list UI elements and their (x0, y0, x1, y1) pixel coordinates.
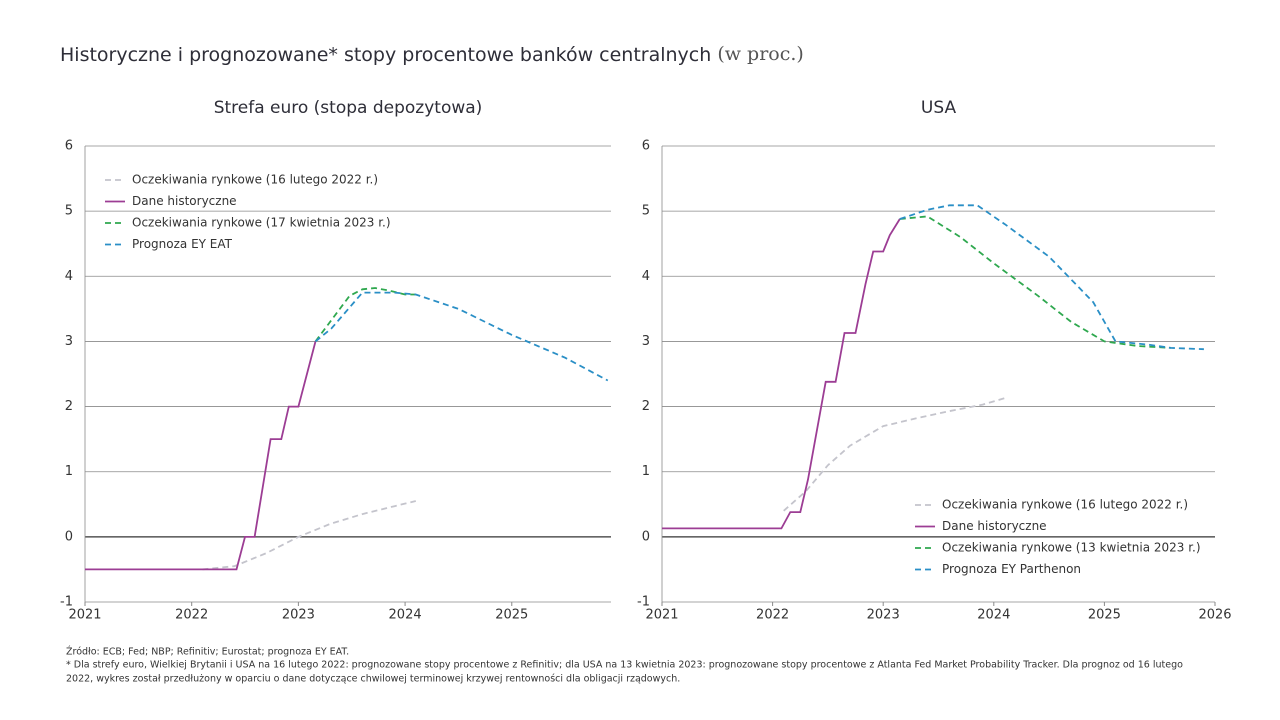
y-tick-label: 1 (65, 464, 73, 479)
panel-title: Strefa euro (stopa depozytowa) (214, 98, 483, 118)
page-title: Historyczne i prognozowane* stopy procen… (60, 43, 804, 66)
footnote-line: 2022, wykres został przedłużony w oparci… (66, 674, 680, 685)
x-tick-label: 2022 (756, 608, 789, 623)
x-tick-label: 2024 (389, 608, 422, 623)
legend-label: Dane historyczne (132, 194, 237, 208)
series-line (314, 287, 416, 342)
y-tick-label: -1 (60, 595, 73, 610)
panel-title: USA (921, 98, 957, 118)
legend-label: Oczekiwania rynkowe (16 lutego 2022 r.) (132, 173, 378, 187)
y-tick-label: 0 (642, 529, 650, 544)
y-tick-label: 3 (65, 334, 73, 349)
series-line (202, 500, 417, 571)
x-tick-label: 2025 (1088, 608, 1121, 623)
y-tick-label: 2 (642, 399, 650, 414)
x-tick-label: 2021 (68, 608, 101, 623)
x-tick-label: 2023 (282, 608, 315, 623)
source: Źródło: ECB; Fed; NBP; Refinitiv; Eurost… (66, 646, 349, 658)
legend-label: Prognoza EY EAT (132, 237, 233, 251)
legend-label: Dane historyczne (942, 519, 1047, 533)
legend-label: Oczekiwania rynkowe (17 kwietnia 2023 r.… (132, 216, 391, 230)
y-tick-label: 4 (642, 269, 650, 284)
y-tick-label: 4 (65, 269, 73, 284)
y-tick-label: 5 (65, 204, 73, 219)
footnote-line: * Dla strefy euro, Wielkiej Brytanii i U… (66, 660, 1183, 671)
series-line (783, 397, 1006, 512)
y-tick-label: 3 (642, 334, 650, 349)
legend-label: Oczekiwania rynkowe (16 lutego 2022 r.) (942, 498, 1188, 512)
series-line (899, 215, 1171, 349)
series-line (85, 341, 317, 571)
legend-label: Oczekiwania rynkowe (13 kwietnia 2023 r.… (942, 541, 1201, 555)
x-tick-label: 2023 (867, 608, 900, 623)
series-line (314, 291, 609, 382)
x-tick-label: 2021 (645, 608, 678, 623)
y-tick-label: 1 (642, 464, 650, 479)
y-tick-label: 6 (65, 139, 73, 154)
title-unit: (w proc.) (717, 43, 804, 65)
y-tick-label: 2 (65, 399, 73, 414)
y-tick-label: 6 (642, 139, 650, 154)
x-tick-label: 2022 (175, 608, 208, 623)
x-tick-label: 2025 (495, 608, 528, 623)
x-tick-label: 2024 (977, 608, 1010, 623)
legend-label: Prognoza EY Parthenon (942, 562, 1081, 576)
title-main: Historyczne i prognozowane* stopy procen… (60, 44, 711, 66)
series-line (899, 204, 1204, 351)
x-tick-label: 2026 (1198, 608, 1231, 623)
series-line (662, 218, 901, 530)
y-tick-label: -1 (637, 595, 650, 610)
y-tick-label: 5 (642, 204, 650, 219)
y-tick-label: 0 (65, 529, 73, 544)
